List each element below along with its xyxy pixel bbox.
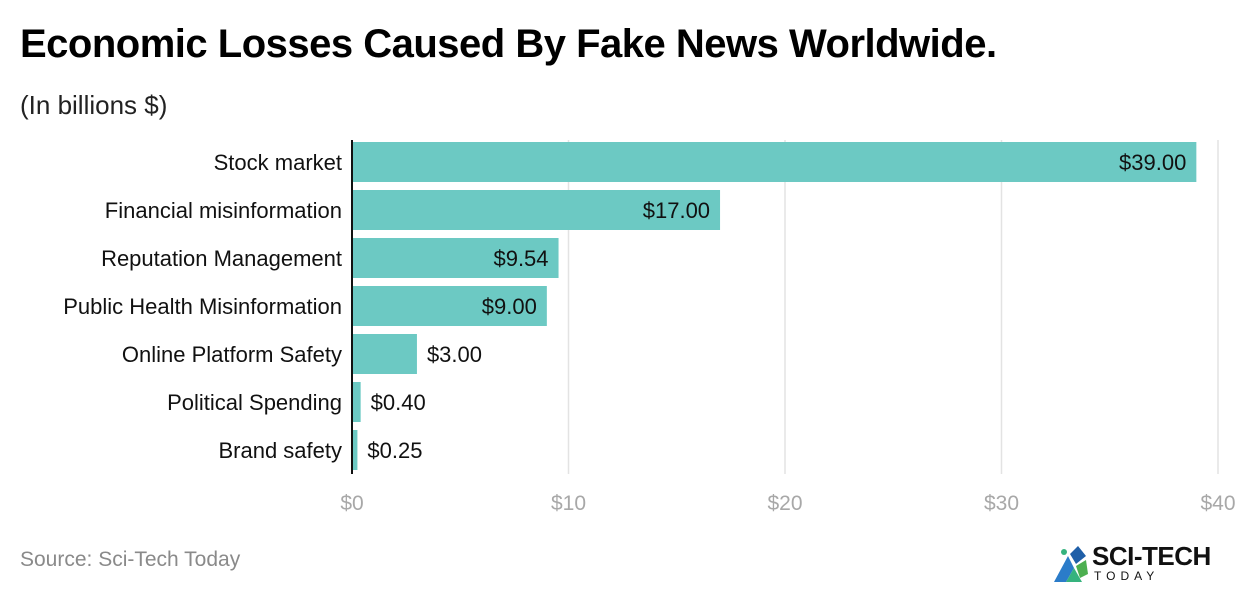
value-label: $9.54 (493, 246, 548, 271)
logo-subtitle: TODAY (1094, 569, 1160, 583)
category-label: Stock market (214, 150, 342, 175)
value-label: $39.00 (1119, 150, 1186, 175)
bar (352, 430, 358, 470)
x-tick-label: $0 (340, 492, 363, 515)
x-tick-label: $10 (551, 492, 586, 515)
x-tick-label: $20 (767, 492, 802, 515)
category-label: Brand safety (218, 438, 342, 463)
value-label: $0.25 (367, 438, 422, 463)
category-label: Financial misinformation (105, 198, 342, 223)
value-label: $17.00 (643, 198, 710, 223)
bar (352, 286, 547, 326)
chart-subtitle: (In billions $) (20, 90, 168, 120)
value-label: $9.00 (482, 294, 537, 319)
category-label: Public Health Misinformation (63, 294, 342, 319)
category-label: Political Spending (167, 390, 342, 415)
value-label: $3.00 (427, 342, 482, 367)
category-label: Online Platform Safety (122, 342, 342, 367)
bar (352, 238, 559, 278)
x-tick-label: $40 (1200, 492, 1235, 515)
bar (352, 190, 721, 230)
chart-title: Economic Losses Caused By Fake News Worl… (20, 22, 997, 66)
sci-tech-logo-icon (1054, 546, 1088, 582)
x-tick-label: $30 (984, 492, 1019, 515)
value-label: $0.40 (371, 390, 426, 415)
bar (352, 382, 361, 422)
bar (352, 142, 1197, 182)
sci-tech-logo: SCI-TECH TODAY (1052, 542, 1232, 586)
logo-name: SCI-TECH (1092, 541, 1211, 571)
bar-chart: Stock market $39.00 Financial misinformati… (63, 140, 1236, 515)
bar (352, 334, 417, 374)
category-label: Reputation Management (101, 246, 342, 271)
source-note: Source: Sci-Tech Today (20, 548, 241, 571)
